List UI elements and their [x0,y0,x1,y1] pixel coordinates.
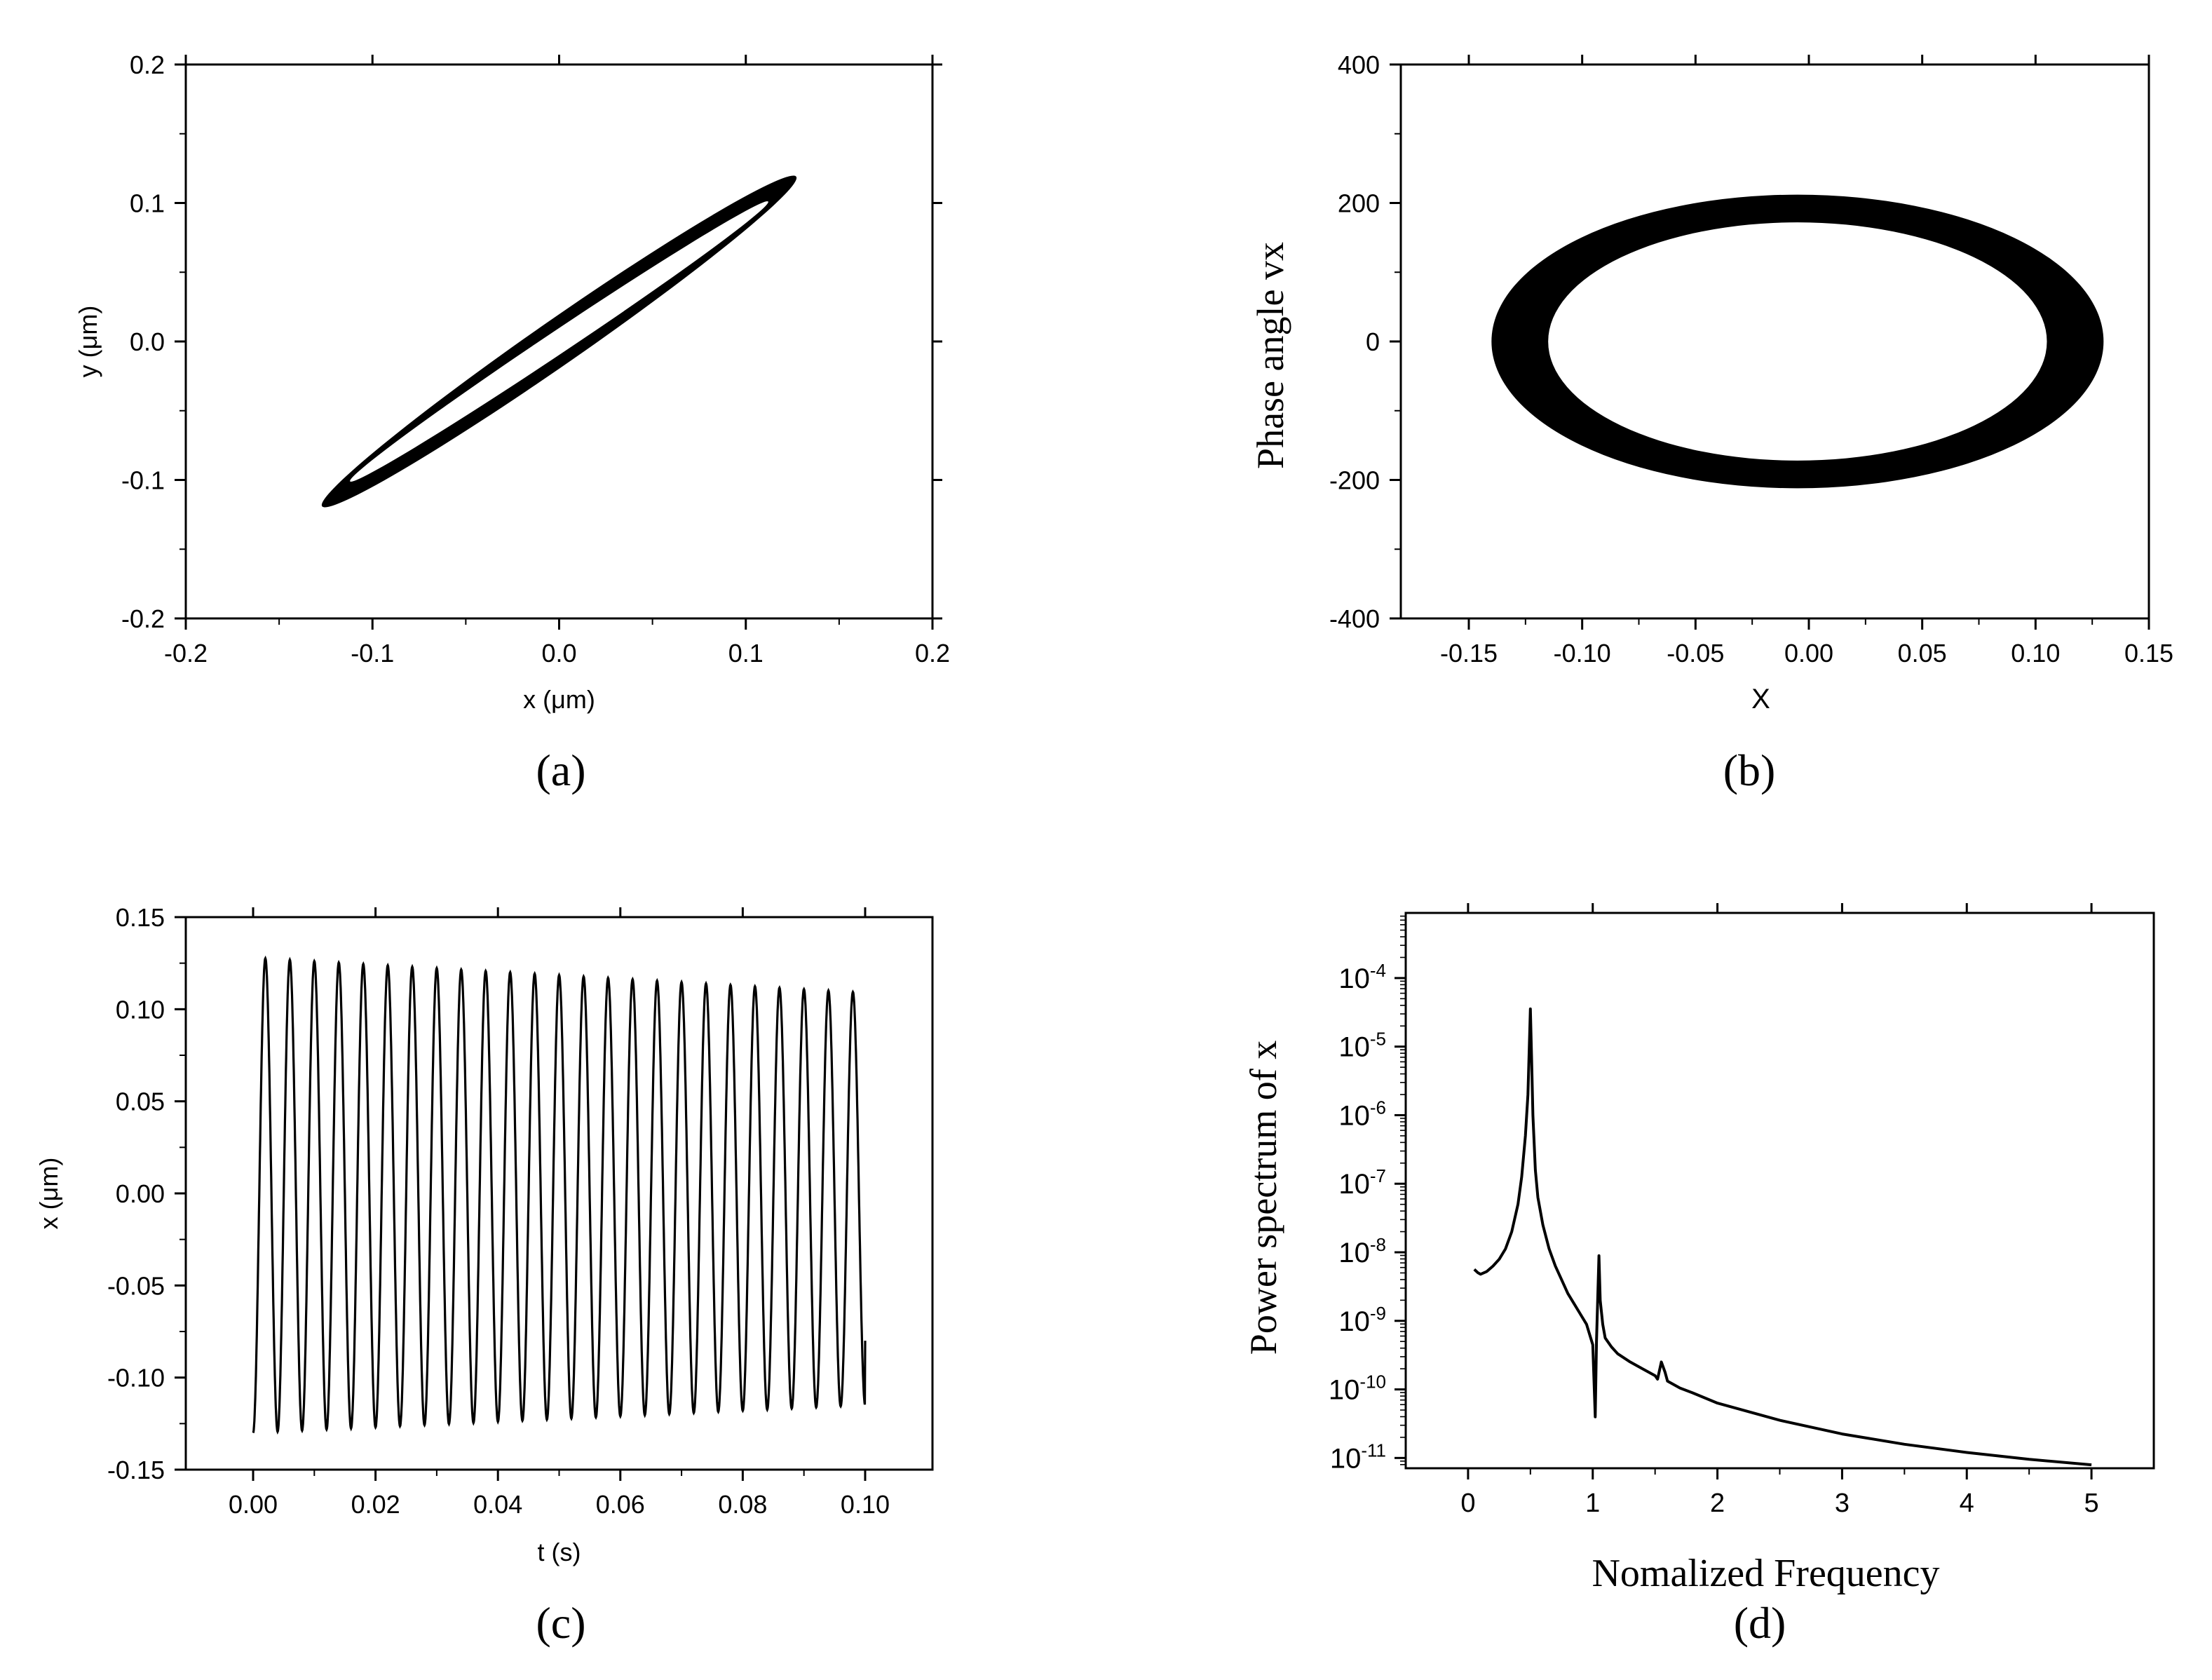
y-tick-label: 0.10 [116,995,165,1024]
panel-label: (a) [536,745,585,795]
x-tick-label: 2 [1710,1489,1725,1518]
plot-frame [184,916,934,1471]
x-tick-label: 1 [1585,1489,1600,1518]
x-tick-label: -0.1 [351,639,394,668]
y-axis-label: y (μm) [74,306,102,378]
panel-label: (c) [536,1598,585,1648]
x-tick-label: 0.10 [841,1490,890,1519]
x-tick-label: 3 [1835,1489,1850,1518]
plot-frame [1404,912,2155,1470]
x-tick-label: 0.00 [1784,639,1833,668]
x-tick-label: -0.15 [1440,639,1498,668]
chart-b: -0.15 -0.10 -0.05 0.00 0.05 0.10 0.15 -400 -200 0… [1249,50,2173,795]
x-tick-label: 0.05 [1898,639,1947,668]
orbit-inner [350,201,768,482]
y-tick-label: -0.15 [107,1456,165,1484]
series-line [1473,1007,2092,1467]
x-tick-label: 0.02 [351,1490,400,1519]
y-tick-label: -400 [1329,604,1380,633]
x-tick-label: 0.15 [2124,639,2173,668]
y-tick-label: 0.15 [116,903,165,932]
y-axis-label: Phase angle vx [1249,242,1291,469]
x-tick-label: 0.04 [473,1490,522,1519]
x-tick-label: 0.00 [229,1490,278,1519]
y-tick-label: 0.2 [130,50,165,79]
y-tick-label: 10-9 [1338,1303,1386,1337]
y-tick-label: 10-4 [1338,960,1386,994]
y-tick-label: 0.0 [130,327,165,356]
chart-d: 0 1 2 3 4 5 10-11 10-10 10-9 10-8 10-7 10-6 10-5 10-4… [1242,903,2155,1648]
y-tick-label: 10-11 [1330,1439,1386,1474]
x-tick-label: 0.08 [718,1490,767,1519]
y-axis-label: x (μm) [34,1158,63,1230]
y-tick-label: 0.00 [116,1179,165,1208]
x-tick-label: 0.0 [541,639,576,668]
x-axis-label: X [1751,684,1770,714]
y-tick-label: 10-7 [1338,1165,1386,1200]
y-tick-label: 10-10 [1329,1371,1386,1406]
y-tick-label: 200 [1338,189,1380,218]
x-tick-label: 5 [2084,1489,2099,1518]
x-tick-label: 0.1 [728,639,764,668]
x-tick-label: -0.05 [1667,639,1724,668]
chart-a: -0.2 -0.1 0.0 0.1 0.2 -0.2 -0.1 0.0 0.1 0.2 x (μm)… [74,50,950,795]
y-tick-label: 10-6 [1338,1097,1386,1131]
panel-label: (d) [1734,1598,1786,1648]
x-tick-label: 0.10 [2011,639,2060,668]
y-tick-label: -200 [1329,466,1380,495]
y-tick-label: 0.1 [130,189,165,218]
x-tick-label: -0.10 [1554,639,1611,668]
ring-inner [1548,222,2047,461]
y-tick-label: 0 [1366,327,1380,356]
y-tick-label: -0.1 [121,466,165,495]
y-tick-label: 400 [1338,50,1380,79]
y-tick-label: -0.05 [107,1271,165,1300]
x-axis-label: x (μm) [523,685,595,714]
x-tick-label: 0.06 [596,1490,645,1519]
chart-c: 0.00 0.02 0.04 0.06 0.08 0.10 -0.15 -0.10 -0.05 0… [34,903,934,1648]
y-tick-label: 10-5 [1338,1029,1386,1063]
x-tick-label: -0.2 [164,639,208,668]
y-tick-label: -0.2 [121,604,165,633]
x-axis-label: t (s) [538,1538,581,1566]
x-axis-label: Nomalized Frequency [1592,1552,1939,1595]
x-tick-label: 0.2 [915,639,950,668]
y-tick-label: 10-8 [1338,1234,1386,1268]
panel-label: (b) [1723,745,1776,795]
x-tick-label: 4 [1960,1489,1974,1518]
series-line [252,955,867,1435]
y-tick-label: 0.05 [116,1088,165,1116]
x-tick-label: 0 [1460,1489,1475,1518]
y-axis-label: Power spectrum of x [1242,1041,1284,1355]
y-tick-label: -0.10 [107,1364,165,1393]
